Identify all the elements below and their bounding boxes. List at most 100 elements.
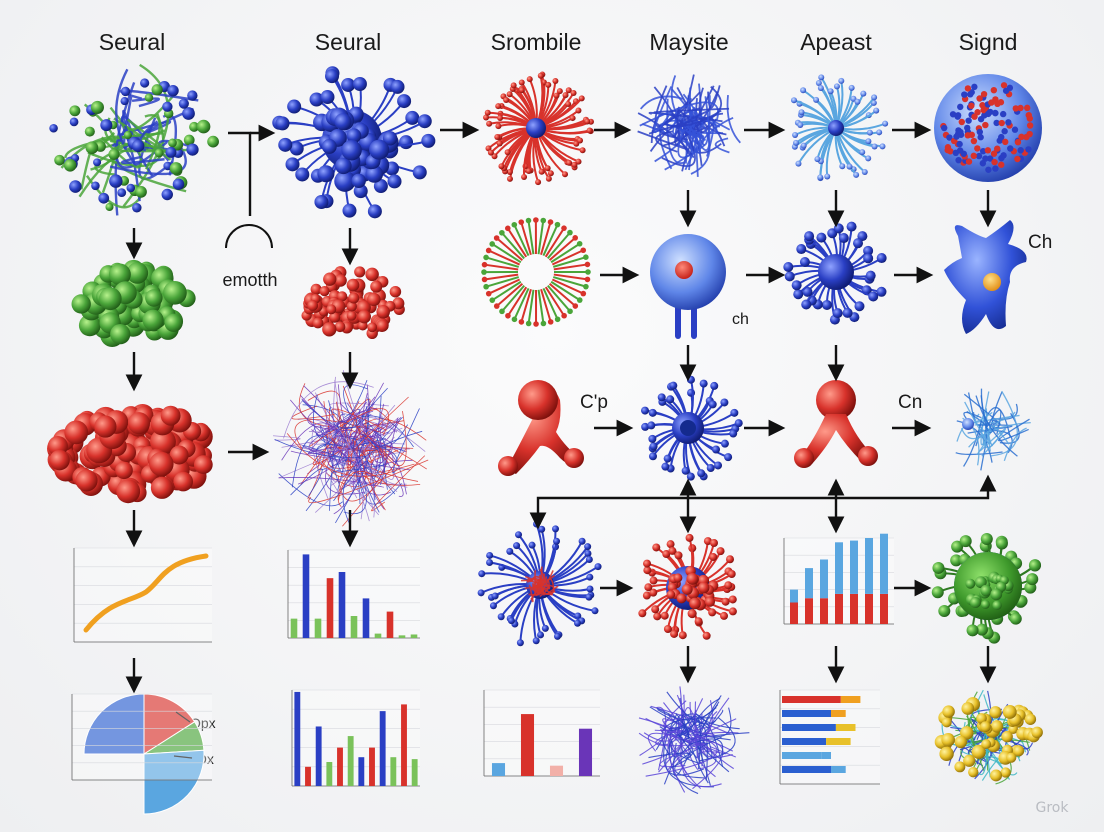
label-cn: Cn	[898, 392, 922, 413]
mini-bar	[369, 747, 375, 786]
mini-bar	[782, 696, 841, 703]
mini-pie-axes	[71, 693, 212, 781]
mini-bar	[350, 616, 358, 638]
mini-bar	[880, 533, 888, 594]
mini-bar	[835, 593, 843, 624]
mini-bar	[840, 696, 861, 703]
red-core-strands	[520, 566, 559, 603]
mini-bar	[805, 568, 813, 599]
blue-knot-molecule	[637, 74, 741, 177]
red-sphere-cluster	[47, 403, 213, 504]
mini-pie-chart	[83, 693, 205, 815]
light-blue-star-molecule	[790, 74, 889, 182]
bracket-connector	[228, 131, 252, 216]
mini-bar	[491, 763, 506, 776]
mini-bar	[401, 704, 407, 786]
web-node	[962, 418, 974, 430]
title-seural-1: Seural	[99, 29, 165, 55]
mini-bar	[290, 618, 298, 638]
mini-bar	[835, 724, 856, 731]
mini-bar-chart-2	[291, 689, 420, 787]
label-ch-mid: ch	[732, 311, 749, 328]
red-tripod-molecule-2	[794, 380, 878, 468]
mini-bar	[820, 598, 828, 624]
blue-sphere-with-legs	[650, 234, 726, 339]
micelle-ring-molecule	[481, 217, 591, 327]
mini-bar	[865, 538, 873, 594]
mini-bar	[410, 634, 418, 638]
molecule-layer	[47, 63, 1043, 795]
blue-cell-with-nucleus	[944, 220, 1027, 334]
mini-bar	[315, 726, 322, 786]
mini-bar	[826, 738, 851, 745]
mini-bar	[578, 728, 593, 776]
mini-bar	[835, 542, 843, 594]
mini-bar	[326, 578, 334, 638]
mini-bar	[398, 635, 406, 638]
yellow-bead-cluster	[934, 697, 1043, 782]
title-seural-2: Seural	[315, 29, 381, 55]
blue-capsule-with-red-beads	[934, 74, 1042, 182]
mini-bar	[880, 593, 888, 624]
red-tripod-molecule	[498, 380, 584, 476]
red-core-beads	[666, 565, 719, 619]
mini-line-series	[83, 553, 209, 633]
title-apeast: Apeast	[800, 29, 872, 55]
mini-bar	[347, 736, 354, 786]
title-signd: Signd	[959, 29, 1018, 55]
mini-bar	[390, 757, 397, 786]
mini-bar	[362, 598, 370, 638]
title-maysite: Maysite	[649, 29, 728, 55]
mini-bar-chart-1	[287, 549, 420, 639]
blue-web-molecule	[955, 388, 1031, 471]
mini-bar	[820, 559, 828, 599]
mini-bar	[338, 572, 346, 638]
ring-hole	[680, 420, 696, 436]
mini-stacked-bar-chart	[783, 533, 894, 625]
mini-bar	[790, 602, 798, 624]
mini-bar	[782, 710, 831, 717]
green-blue-network-molecule	[49, 63, 219, 216]
mini-bar	[782, 766, 831, 773]
blue-flower-molecule	[783, 221, 887, 325]
fiber-tangle-molecule	[273, 370, 429, 527]
watermark-grok: Grok	[1036, 800, 1070, 816]
mini-bar	[314, 618, 322, 638]
mini-bar	[850, 540, 858, 594]
mini-bar	[374, 633, 382, 638]
mini-bar	[549, 765, 564, 776]
feedback-loop-connector	[529, 474, 997, 530]
mini-bar	[305, 766, 311, 786]
mini-bar	[358, 757, 365, 786]
mini-bar-chart-3	[483, 689, 600, 777]
green-sphere-cluster	[71, 259, 196, 348]
title-srombile: Srombile	[491, 29, 582, 55]
mini-bar	[411, 759, 418, 786]
labels: emotth Ch ch C'p Cn Opx Ox	[190, 232, 1052, 767]
mini-bar	[865, 593, 873, 624]
mini-bar	[326, 762, 333, 786]
mini-bar	[850, 593, 858, 624]
mini-bar	[386, 611, 394, 638]
mini-bar	[294, 691, 301, 786]
mini-bar	[831, 710, 846, 717]
mini-bar	[337, 747, 343, 786]
mini-bar	[520, 714, 535, 776]
arrow-layer	[125, 121, 997, 694]
mini-chart-layer	[71, 533, 894, 815]
mini-bar	[782, 738, 827, 745]
blue-filament-star	[638, 686, 750, 795]
mini-bar	[790, 589, 798, 603]
mini-bar	[379, 711, 386, 786]
column-titles: Seural Seural Srombile Maysite Apeast Si…	[99, 29, 1018, 55]
loop-symbol	[225, 224, 273, 249]
mini-bar	[821, 752, 831, 759]
green-core-beads	[965, 571, 1014, 610]
mini-bar	[805, 598, 813, 624]
mini-bar	[831, 766, 846, 773]
mini-horizontal-bar-chart	[779, 689, 880, 785]
mini-bar	[302, 554, 310, 638]
mini-bar	[782, 752, 822, 759]
label-ch-top: Ch	[1028, 232, 1052, 253]
